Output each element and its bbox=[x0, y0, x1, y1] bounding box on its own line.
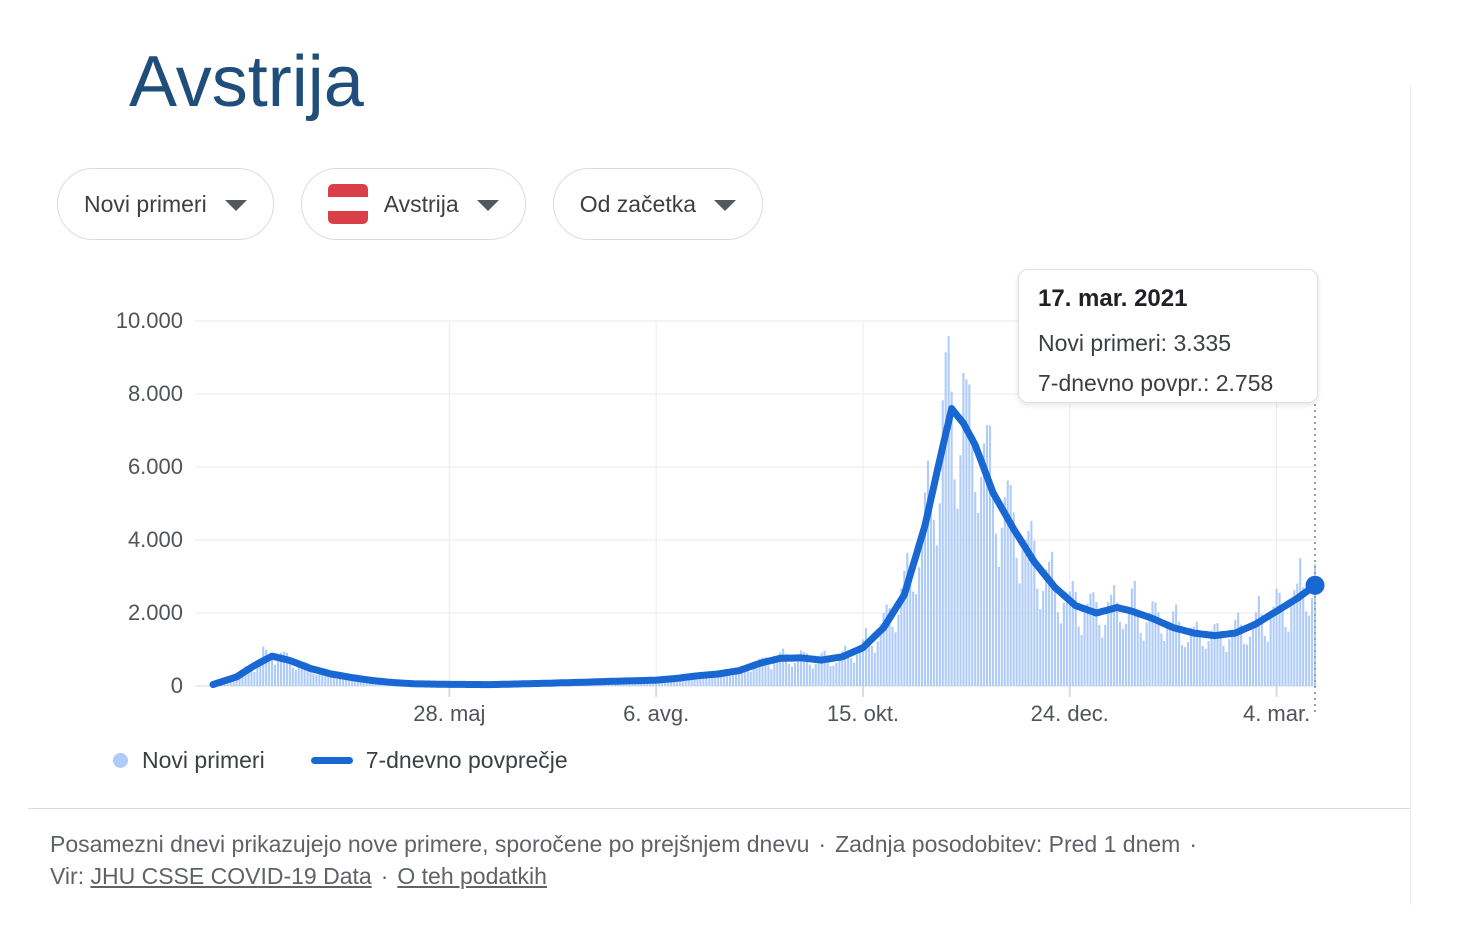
y-tick-label: 10.000 bbox=[115, 308, 183, 333]
range-dropdown[interactable]: Od začetka bbox=[552, 168, 764, 240]
y-tick-label: 0 bbox=[170, 673, 183, 698]
bar-series-swatch bbox=[113, 752, 128, 768]
x-tick-label: 4. mar. bbox=[1242, 701, 1311, 726]
x-tick-label: 6. avg. bbox=[623, 701, 690, 726]
footer-note: Posamezni dnevi prikazujejo nove primere… bbox=[50, 831, 810, 857]
footer-updated: Zadnja posodobitev: Pred 1 dnem bbox=[835, 831, 1181, 857]
metric-dropdown-label: Novi primeri bbox=[84, 190, 207, 217]
source-link[interactable]: JHU CSSE COVID-19 Data bbox=[90, 863, 372, 889]
chart-tooltip: 17. mar. 2021 Novi primeri: 3.335 7-dnev… bbox=[1018, 269, 1318, 403]
chevron-down-icon bbox=[224, 200, 247, 211]
range-dropdown-label: Od začetka bbox=[579, 190, 697, 217]
x-tick-label: 24. dec. bbox=[1030, 701, 1109, 726]
footer-divider bbox=[28, 808, 1410, 809]
footer-source-label: Vir: bbox=[50, 863, 85, 889]
about-data-link[interactable]: O teh podatkih bbox=[397, 863, 547, 889]
tooltip-new-cases: Novi primeri: 3.335 bbox=[1038, 330, 1232, 356]
line-series-swatch bbox=[310, 756, 353, 764]
y-tick-label: 4.000 bbox=[127, 527, 183, 552]
x-tick-label: 28. maj bbox=[413, 701, 486, 726]
legend-label-novi-primeri: Novi primeri bbox=[142, 746, 265, 773]
footer: Posamezni dnevi prikazujejo nove primere… bbox=[50, 828, 1206, 892]
chevron-down-icon bbox=[714, 200, 737, 211]
tooltip-date: 17. mar. 2021 bbox=[1038, 285, 1188, 312]
selected-point-marker bbox=[1305, 575, 1325, 595]
footer-source-line: Vir: JHU CSSE COVID-19 Data · O teh podatk… bbox=[50, 863, 547, 889]
filter-bar: Novi primeri Avstrija Od začetka bbox=[57, 168, 764, 240]
region-dropdown[interactable]: Avstrija bbox=[300, 168, 526, 240]
footer-note-line: Posamezni dnevi prikazujejo nove primere… bbox=[50, 831, 1197, 857]
page-title: Avstrija bbox=[129, 42, 364, 122]
x-tick-label: 15. okt. bbox=[826, 701, 900, 726]
y-tick-label: 8.000 bbox=[127, 381, 183, 406]
legend-label-povprecje: 7-dnevno povprečje bbox=[365, 746, 568, 773]
y-tick-label: 2.000 bbox=[127, 600, 183, 625]
chevron-down-icon bbox=[476, 200, 499, 211]
card-right-border bbox=[1410, 85, 1411, 905]
metric-dropdown[interactable]: Novi primeri bbox=[57, 168, 274, 240]
austria-flag-icon bbox=[327, 184, 368, 224]
y-tick-label: 6.000 bbox=[127, 454, 183, 479]
tooltip-avg: 7-dnevno povpr.: 2.758 bbox=[1038, 370, 1274, 396]
chart-legend: Novi primeri 7-dnevno povprečje bbox=[113, 744, 568, 776]
region-dropdown-label: Avstrija bbox=[383, 190, 459, 217]
